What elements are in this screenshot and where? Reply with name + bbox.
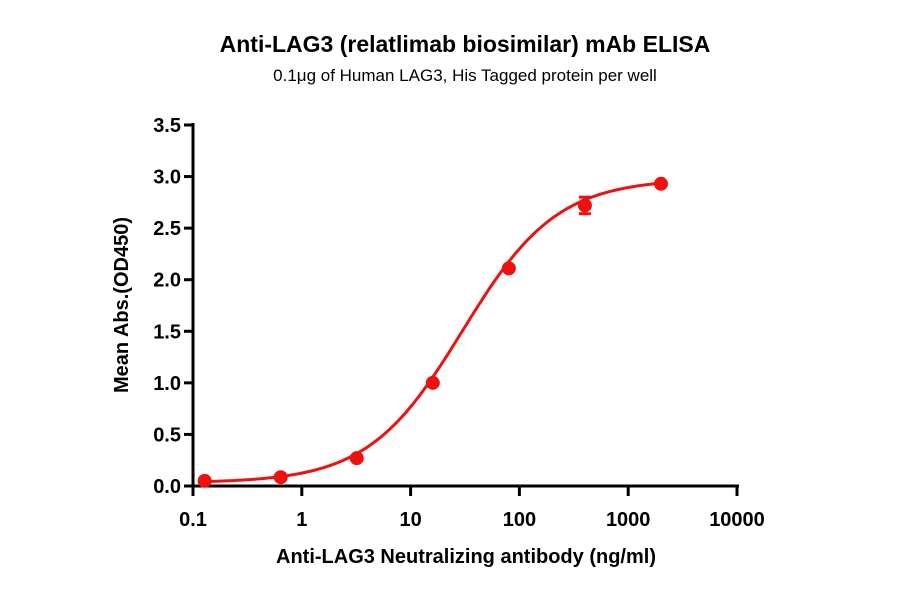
y-tick-label: 0.0	[153, 476, 181, 498]
data-point	[273, 470, 288, 485]
y-tick-label: 1.5	[153, 321, 181, 343]
x-axis-label: Anti-LAG3 Neutralizing antibody (ng/ml)	[276, 546, 656, 568]
x-tick-label: 1	[296, 509, 307, 531]
data-point	[501, 261, 516, 276]
x-tick-label: 100	[503, 509, 536, 531]
fit-curve	[204, 181, 660, 484]
data-point	[577, 198, 592, 213]
y-axis-label: Mean Abs.(OD450)	[111, 217, 133, 393]
x-tick-label: 10	[399, 509, 421, 531]
x-tick-label: 0.1	[179, 509, 207, 531]
chart-subtitle: 0.1μg of Human LAG3, His Tagged protein …	[273, 66, 657, 85]
x-tick-label: 10000	[709, 509, 765, 531]
y-tick-label: 1.0	[153, 373, 181, 395]
data-point	[197, 473, 212, 488]
data-point	[653, 176, 668, 191]
y-tick-label: 3.0	[153, 167, 181, 189]
data-point	[349, 451, 364, 466]
y-tick-label: 2.0	[153, 270, 181, 292]
y-tick-label: 2.5	[153, 218, 181, 240]
chart-title: Anti-LAG3 (relatlimab biosimilar) mAb EL…	[220, 31, 711, 57]
y-tick-label: 3.5	[153, 115, 181, 137]
y-tick-label: 0.5	[153, 424, 181, 446]
data-point	[425, 375, 440, 390]
x-tick-label: 1000	[606, 509, 651, 531]
